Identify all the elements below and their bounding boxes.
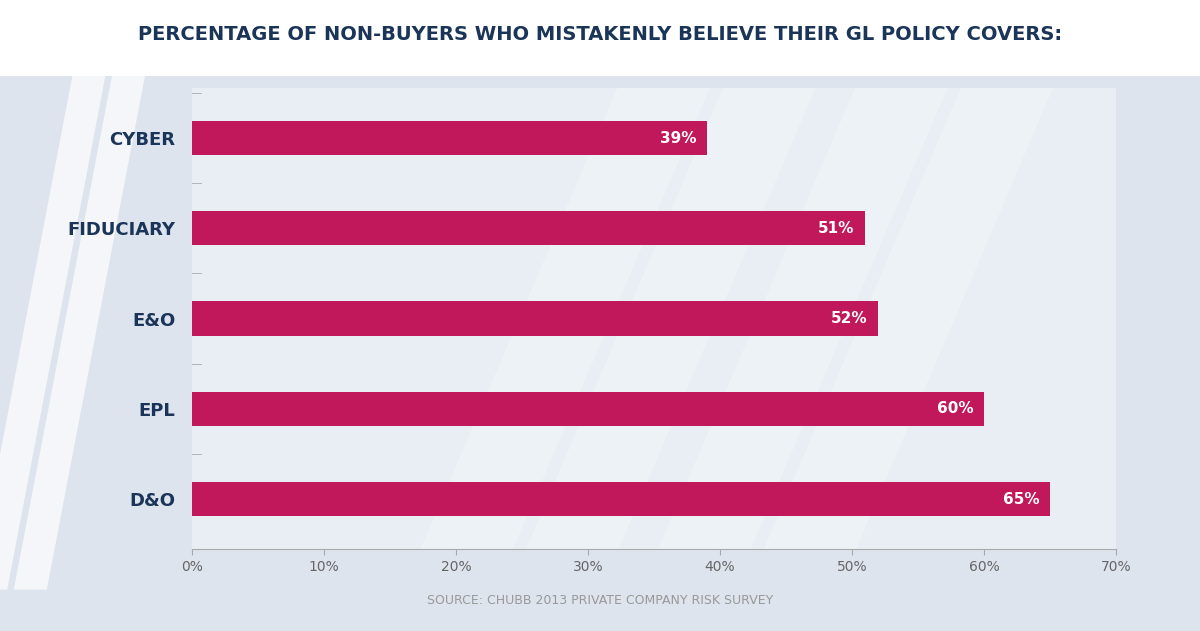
Polygon shape	[14, 3, 158, 589]
Bar	[192, 302, 878, 336]
Polygon shape	[0, 3, 120, 589]
Text: SOURCE: CHUBB 2013 PRIVATE COMPANY RISK SURVEY: SOURCE: CHUBB 2013 PRIVATE COMPANY RISK …	[427, 594, 773, 607]
Polygon shape	[746, 3, 1090, 589]
Bar	[192, 211, 865, 245]
Polygon shape	[509, 3, 852, 589]
Text: 60%: 60%	[937, 401, 973, 416]
Polygon shape	[403, 3, 746, 589]
Text: PERCENTAGE OF NON-BUYERS WHO MISTAKENLY BELIEVE THEIR GL POLICY COVERS:: PERCENTAGE OF NON-BUYERS WHO MISTAKENLY …	[138, 25, 1062, 44]
Text: 65%: 65%	[1003, 492, 1039, 507]
Text: 39%: 39%	[660, 131, 696, 146]
Bar	[192, 392, 984, 426]
Polygon shape	[641, 3, 984, 589]
Bar	[192, 482, 1050, 516]
Text: 51%: 51%	[818, 221, 854, 236]
Bar	[192, 121, 707, 155]
Text: 52%: 52%	[832, 311, 868, 326]
